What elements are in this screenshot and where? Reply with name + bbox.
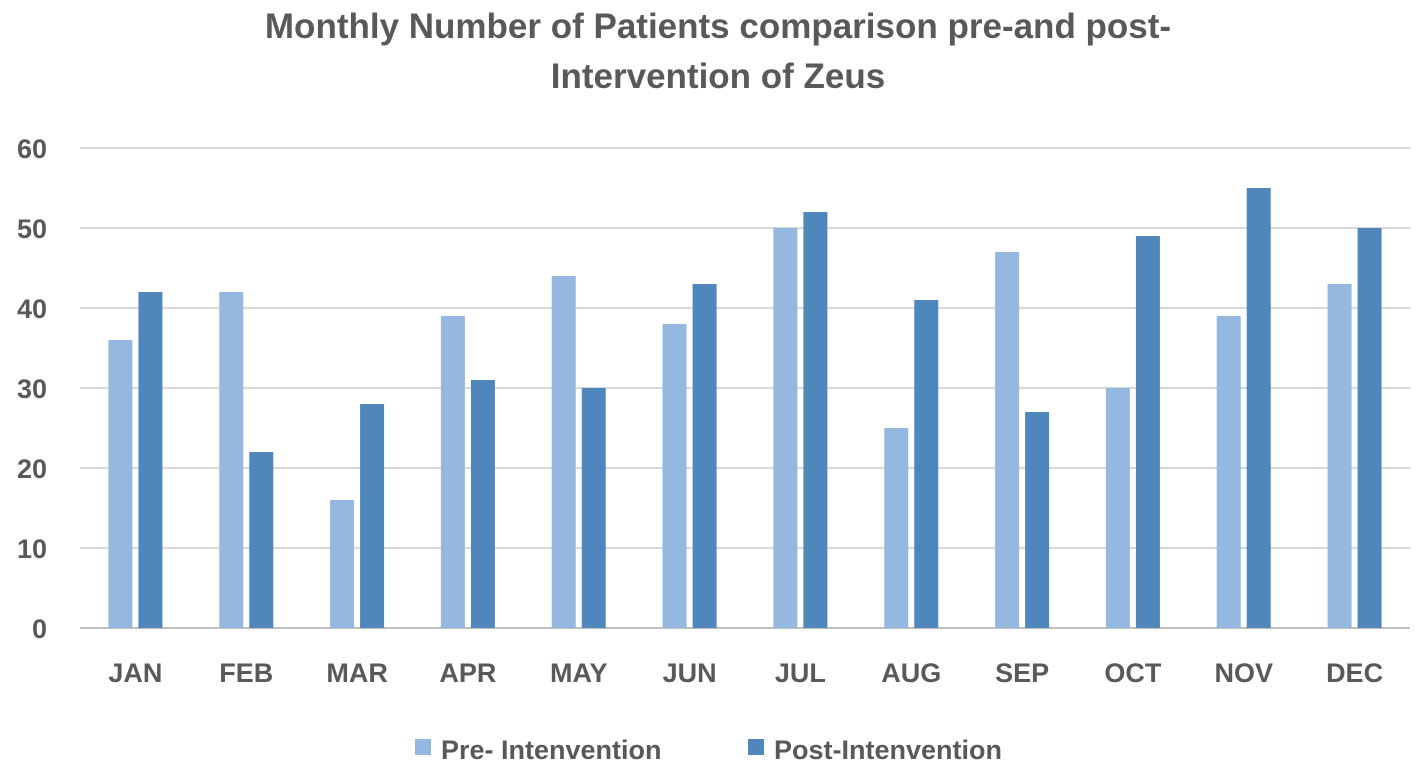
chart-title-line-1: Monthly Number of Patients comparison pr… bbox=[265, 7, 1171, 46]
legend-swatch-pre-intervention bbox=[415, 739, 431, 755]
chart-title-line-2: Intervention of Zeus bbox=[551, 57, 885, 96]
bar-pre-nov bbox=[1216, 316, 1241, 628]
bars bbox=[108, 188, 1382, 628]
x-tick-label: MAY bbox=[550, 658, 608, 688]
bar-pre-aug bbox=[884, 428, 909, 628]
gridlines bbox=[80, 147, 1410, 629]
legend: Pre- Intenvention Post-Intenvention bbox=[415, 735, 1002, 765]
bar-post-nov bbox=[1246, 188, 1271, 628]
y-axis-ticks: 0 10 20 30 40 50 60 bbox=[17, 134, 47, 644]
x-tick-label: AUG bbox=[881, 658, 941, 688]
x-tick-label: SEP bbox=[995, 658, 1049, 688]
y-tick-label: 50 bbox=[17, 214, 47, 244]
bar-post-mar bbox=[360, 404, 385, 628]
bar-post-feb bbox=[249, 452, 274, 628]
bar-post-sep bbox=[1025, 412, 1050, 628]
bar-pre-apr bbox=[440, 316, 465, 628]
x-tick-label: JUN bbox=[663, 658, 717, 688]
x-tick-label: JAN bbox=[108, 658, 162, 688]
legend-label-pre-intervention: Pre- Intenvention bbox=[441, 735, 662, 765]
x-axis-ticks: JAN FEB MAR APR MAY JUN JUL AUG SEP OCT NOV DEC bbox=[108, 658, 1383, 688]
bar-pre-may bbox=[551, 276, 576, 628]
x-tick-label: NOV bbox=[1214, 658, 1273, 688]
bar-pre-jul bbox=[773, 228, 798, 628]
bar-post-dec bbox=[1357, 228, 1382, 628]
bar-post-jul bbox=[803, 212, 828, 628]
bar-post-may bbox=[581, 388, 606, 628]
chart-title: Monthly Number of Patients comparison pr… bbox=[265, 7, 1171, 96]
bar-pre-jun bbox=[662, 324, 687, 628]
legend-swatch-post-intervention bbox=[748, 739, 764, 755]
x-tick-label: FEB bbox=[219, 658, 273, 688]
x-tick-label: JUL bbox=[775, 658, 826, 688]
bar-post-jun bbox=[692, 284, 717, 628]
y-tick-label: 60 bbox=[17, 134, 47, 164]
y-tick-label: 20 bbox=[17, 454, 47, 484]
bar-post-aug bbox=[914, 300, 939, 628]
x-tick-label: MAR bbox=[326, 658, 388, 688]
y-tick-label: 40 bbox=[17, 294, 47, 324]
y-tick-label: 30 bbox=[17, 374, 47, 404]
bar-post-jan bbox=[138, 292, 163, 628]
bar-post-apr bbox=[470, 380, 495, 628]
bar-pre-feb bbox=[219, 292, 244, 628]
legend-label-post-intervention: Post-Intenvention bbox=[774, 735, 1002, 765]
y-tick-label: 10 bbox=[17, 534, 47, 564]
bar-pre-dec bbox=[1327, 284, 1352, 628]
bar-pre-mar bbox=[330, 500, 355, 628]
bar-pre-oct bbox=[1105, 388, 1130, 628]
bar-post-oct bbox=[1135, 236, 1160, 628]
bar-pre-sep bbox=[995, 252, 1020, 628]
bar-pre-jan bbox=[108, 340, 133, 628]
y-tick-label: 0 bbox=[32, 614, 47, 644]
x-tick-label: OCT bbox=[1104, 658, 1162, 688]
x-tick-label: DEC bbox=[1326, 658, 1383, 688]
x-tick-label: APR bbox=[439, 658, 496, 688]
